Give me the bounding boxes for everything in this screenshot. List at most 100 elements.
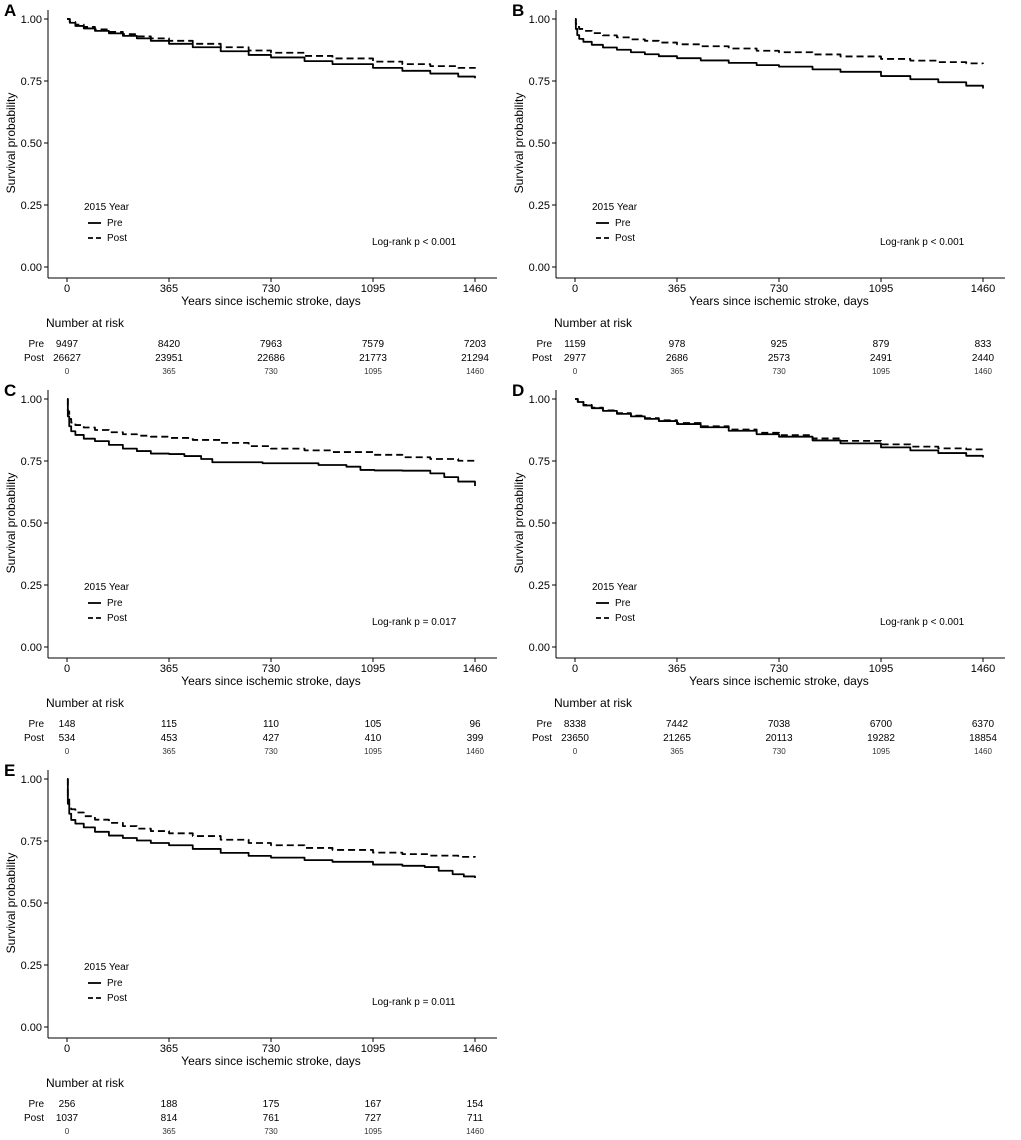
- risk-cell: 534: [59, 733, 76, 744]
- curve-post: [66, 778, 476, 858]
- risk-cell: 410: [365, 733, 382, 744]
- risk-cell: 2977: [564, 353, 587, 364]
- risk-time-label: 0: [573, 747, 578, 756]
- x-tick-label: 0: [64, 283, 70, 295]
- y-tick-label: 0.75: [21, 456, 42, 468]
- curve-pre: [67, 18, 476, 79]
- risk-time-label: 730: [772, 367, 786, 376]
- panel-letter: D: [512, 381, 524, 400]
- x-axis-title: Years since ischemic stroke, days: [181, 294, 361, 308]
- x-tick-label: 1095: [361, 663, 385, 675]
- x-axis-title: Years since ischemic stroke, days: [181, 1054, 361, 1068]
- x-tick-label: 1460: [971, 663, 995, 675]
- y-tick-label: 1.00: [21, 14, 42, 26]
- risk-cell: 115: [161, 719, 177, 730]
- legend-title: 2015 Year: [84, 582, 130, 593]
- risk-cell: 7203: [464, 339, 487, 350]
- logrank-annotation: Log-rank p = 0.011: [372, 997, 456, 1008]
- x-axis-title: Years since ischemic stroke, days: [181, 674, 361, 688]
- x-tick-label: 0: [64, 663, 70, 675]
- y-tick-label: 1.00: [529, 14, 550, 26]
- risk-cell: 727: [365, 1113, 382, 1124]
- x-tick-label: 730: [262, 663, 280, 675]
- risk-time-label: 0: [573, 367, 578, 376]
- risk-table-title: Number at risk: [46, 316, 125, 330]
- risk-time-label: 730: [264, 1127, 278, 1136]
- risk-cell: 26627: [53, 353, 81, 364]
- risk-cell: 8420: [158, 339, 181, 350]
- x-tick-label: 0: [64, 1043, 70, 1055]
- y-tick-label: 0.00: [529, 642, 550, 654]
- risk-cell: 427: [263, 733, 280, 744]
- risk-cell: 22686: [257, 353, 285, 364]
- risk-cell: 6700: [870, 719, 893, 730]
- risk-cell: 6370: [972, 719, 995, 730]
- legend-title: 2015 Year: [592, 582, 638, 593]
- risk-cell: 23650: [561, 733, 589, 744]
- panel-b: B 0.00 0.25 0.50 0.75 1.00 0 365 730 1095 1460 Year…: [512, 1, 1005, 376]
- panel-letter: A: [4, 1, 16, 20]
- risk-time-label: 730: [264, 367, 278, 376]
- risk-cell: 1159: [564, 339, 586, 350]
- legend-label-pre: Pre: [615, 598, 631, 609]
- risk-cell: 105: [365, 719, 382, 730]
- risk-cell: 19282: [867, 733, 895, 744]
- y-axis-title: Survival probability: [4, 473, 18, 574]
- panel-d: D 0.00 0.25 0.50 0.75 1.00 0 365 730 1095 1460 Year…: [512, 381, 1005, 756]
- risk-row-label: Post: [24, 733, 44, 744]
- risk-time-label: 1095: [364, 747, 382, 756]
- risk-cell: 18854: [969, 733, 997, 744]
- y-tick-label: 0.00: [21, 1022, 42, 1034]
- legend-label-post: Post: [107, 613, 127, 624]
- risk-cell: 2573: [768, 353, 791, 364]
- panel-a: A 0.00 0.25 0.50 0.75 1.00 0 365 730 1095 1460 Year…: [4, 1, 497, 376]
- y-tick-label: 0.25: [21, 200, 42, 212]
- y-tick-label: 0.75: [529, 456, 550, 468]
- risk-cell: 7963: [260, 339, 283, 350]
- x-tick-label: 0: [572, 663, 578, 675]
- risk-table-title: Number at risk: [46, 696, 125, 710]
- risk-cell: 2686: [666, 353, 689, 364]
- x-axis-title: Years since ischemic stroke, days: [689, 294, 869, 308]
- risk-cell: 2491: [870, 353, 893, 364]
- risk-time-label: 730: [772, 747, 786, 756]
- risk-cell: 154: [467, 1099, 484, 1110]
- y-axis-title: Survival probability: [4, 93, 18, 194]
- legend-label-post: Post: [107, 233, 127, 244]
- risk-time-label: 1095: [364, 1127, 382, 1136]
- risk-time-label: 1460: [974, 367, 992, 376]
- risk-cell: 148: [59, 719, 76, 730]
- risk-cell: 453: [161, 733, 178, 744]
- x-tick-label: 1095: [361, 1043, 385, 1055]
- x-tick-label: 730: [770, 663, 788, 675]
- risk-time-label: 1095: [872, 367, 890, 376]
- y-axis-title: Survival probability: [512, 473, 526, 574]
- legend: 2015 Year Pre Post: [84, 582, 130, 624]
- logrank-annotation: Log-rank p < 0.001: [372, 237, 457, 248]
- curve-post: [575, 398, 984, 451]
- risk-cell: 256: [59, 1099, 76, 1110]
- y-tick-label: 0.00: [21, 262, 42, 274]
- y-tick-label: 0.00: [529, 262, 550, 274]
- risk-cell: 23951: [155, 353, 183, 364]
- y-tick-label: 0.50: [529, 138, 550, 150]
- legend-title: 2015 Year: [84, 202, 130, 213]
- y-tick-label: 0.00: [21, 642, 42, 654]
- y-tick-label: 0.75: [529, 76, 550, 88]
- x-tick-label: 1095: [869, 283, 893, 295]
- x-tick-label: 730: [262, 283, 280, 295]
- x-tick-label: 730: [770, 283, 788, 295]
- x-tick-label: 1460: [463, 663, 487, 675]
- risk-row-label: Pre: [28, 719, 44, 730]
- y-tick-label: 0.25: [21, 580, 42, 592]
- risk-cell: 8338: [564, 719, 587, 730]
- legend-label-post: Post: [615, 233, 635, 244]
- x-tick-label: 365: [160, 1043, 178, 1055]
- legend-label-pre: Pre: [107, 598, 123, 609]
- risk-table-title: Number at risk: [554, 316, 633, 330]
- x-tick-label: 365: [160, 663, 178, 675]
- risk-row-label: Pre: [536, 719, 552, 730]
